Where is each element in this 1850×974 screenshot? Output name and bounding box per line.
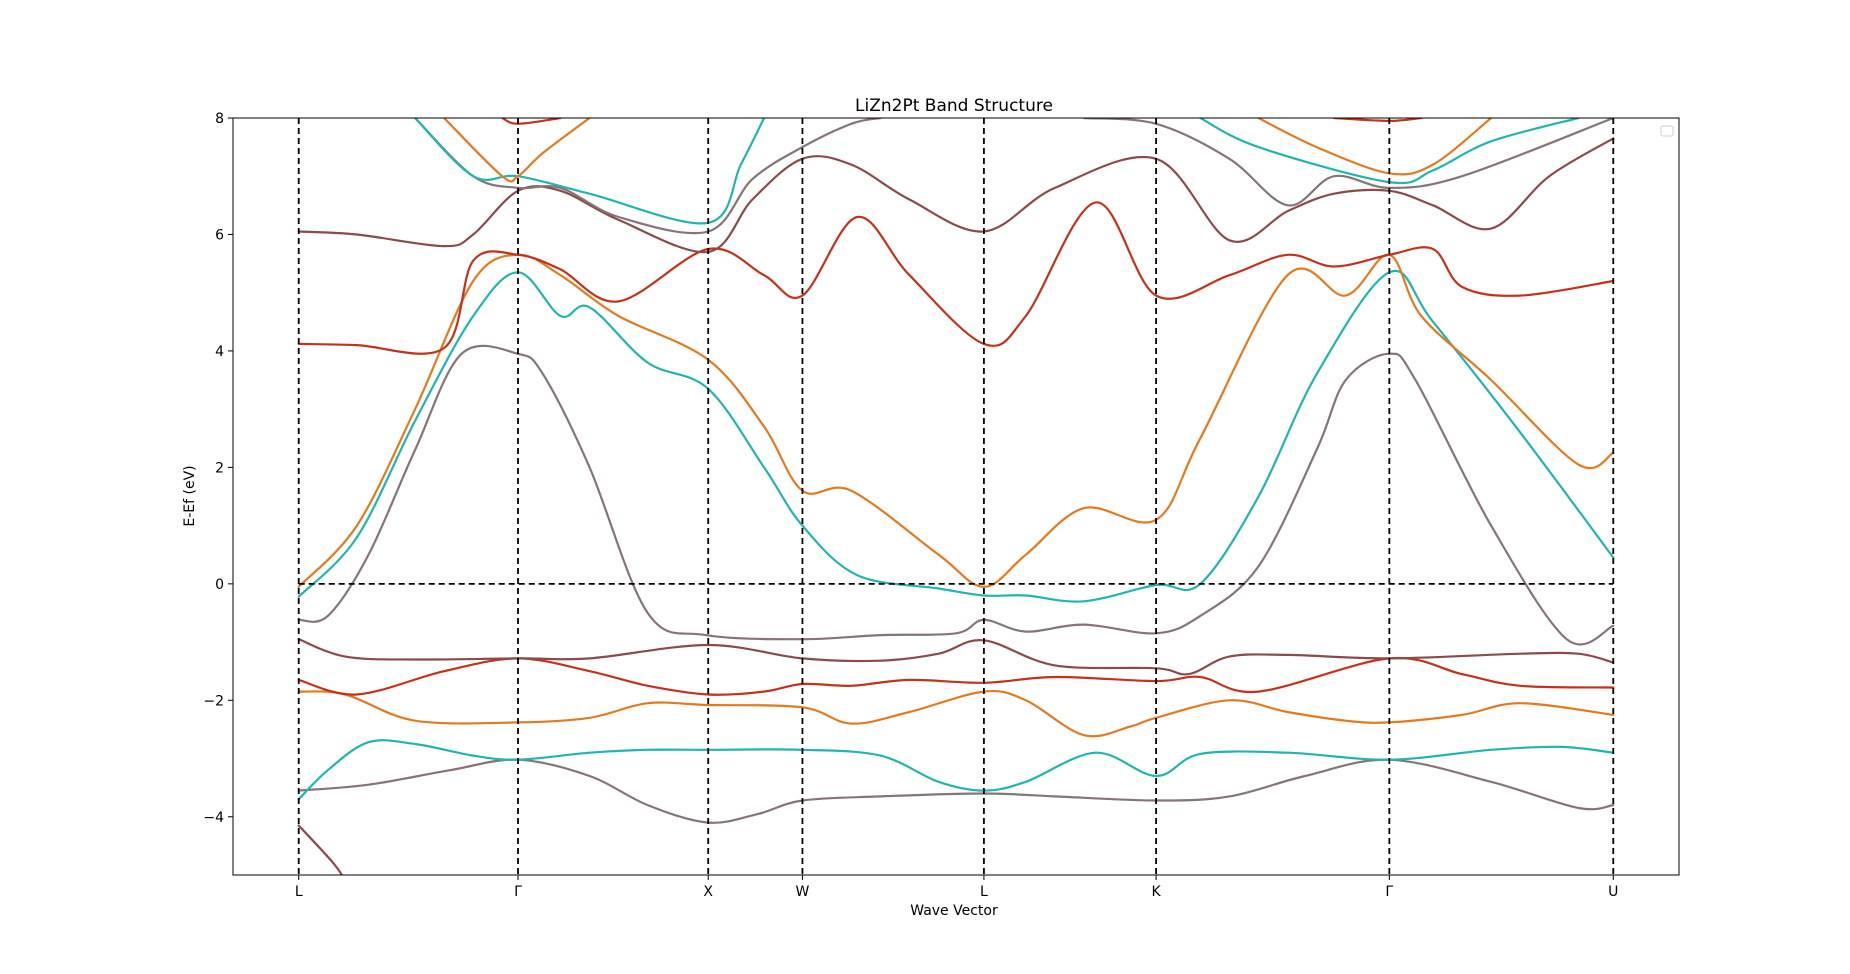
x-tick-label: K: [1151, 884, 1161, 900]
y-tick-label: 4: [215, 344, 224, 360]
axes: −4 −2 0 2 4 6 8 L Γ X W L K Γ U: [203, 111, 1680, 900]
band-line-1: [297, 824, 344, 875]
plot-area: [297, 118, 1615, 875]
x-tick-label: X: [703, 884, 713, 900]
band-line-16: [1082, 118, 1615, 207]
chart-title: LiZn2Pt Band Structure: [855, 96, 1053, 116]
band-line-10: [297, 201, 1615, 355]
y-tick-label: 0: [215, 577, 224, 593]
y-tick-label: 6: [215, 227, 224, 243]
x-tick-label: Γ: [1385, 884, 1393, 900]
y-axis-label: E-Ef (eV): [182, 465, 198, 526]
plot-frame: [232, 117, 1680, 876]
x-tick-label: L: [980, 884, 988, 900]
band-line-11: [297, 137, 1615, 254]
y-tick-label: −4: [203, 810, 224, 826]
band-line-12: [414, 118, 882, 235]
y-tick-label: −2: [203, 693, 224, 709]
band-line-8: [297, 269, 1615, 603]
band-line-13: [414, 118, 766, 225]
band-line-17: [1199, 118, 1580, 185]
band-line-3: [297, 739, 1615, 801]
y-tick-label: 2: [215, 460, 224, 476]
y-tick-label: 8: [215, 111, 224, 127]
band-line-9: [297, 253, 1615, 588]
band-line-4: [297, 689, 1615, 738]
x-axis-label: Wave Vector: [910, 903, 998, 919]
band-line-7: [297, 344, 1615, 646]
x-tick-label: U: [1608, 884, 1618, 900]
band-line-14: [443, 118, 591, 183]
legend-box: [1660, 125, 1674, 137]
x-tick-label: L: [295, 884, 303, 900]
x-tick-label: Γ: [514, 884, 522, 900]
x-tick-label: W: [796, 884, 810, 900]
